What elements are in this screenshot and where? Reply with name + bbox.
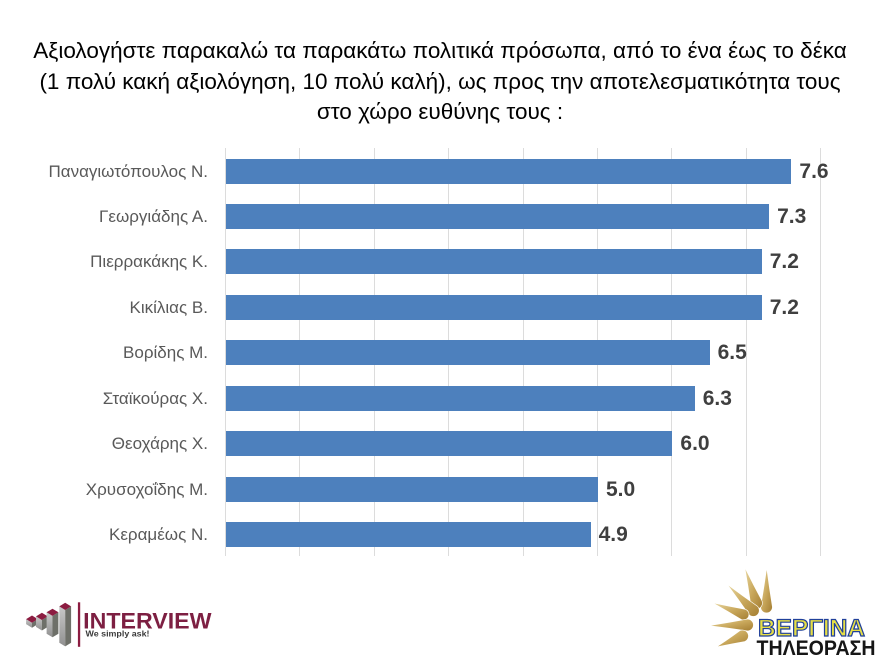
svg-text:ΒΕΡΓΙΝΑ: ΒΕΡΓΙΝΑ <box>758 615 865 642</box>
svg-text:We simply ask!: We simply ask! <box>86 630 150 639</box>
svg-text:ΤΗΛΕΟΡΑΣΗ: ΤΗΛΕΟΡΑΣΗ <box>757 636 876 660</box>
svg-text:INTERVIEW: INTERVIEW <box>83 608 212 633</box>
